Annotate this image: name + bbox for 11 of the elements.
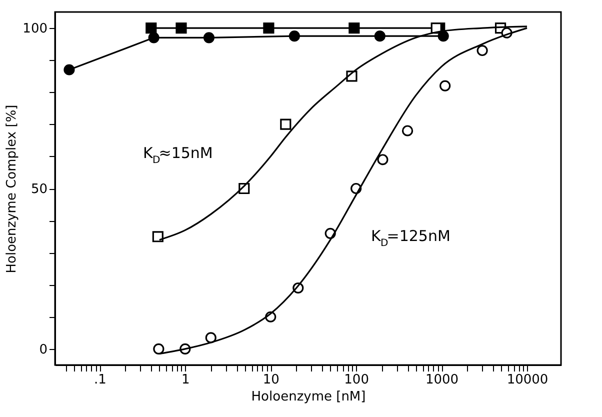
y-tick-label: 100: [22, 22, 48, 37]
x-tick-label: 10: [262, 372, 280, 388]
x-tick-label: .1: [94, 372, 106, 388]
x-axis-title: Holoenzyme [nM]: [251, 390, 366, 404]
x-tick-label: 100: [344, 372, 369, 388]
x-tick-label: 1000: [425, 372, 459, 388]
y-axis-title: Holoenzyme Complex [%]: [4, 104, 20, 274]
x-tick-label: 1: [182, 372, 190, 388]
x-tick-label: 10000: [506, 372, 548, 388]
y-tick-label: 50: [30, 182, 48, 197]
y-tick-label: 0: [39, 342, 48, 358]
